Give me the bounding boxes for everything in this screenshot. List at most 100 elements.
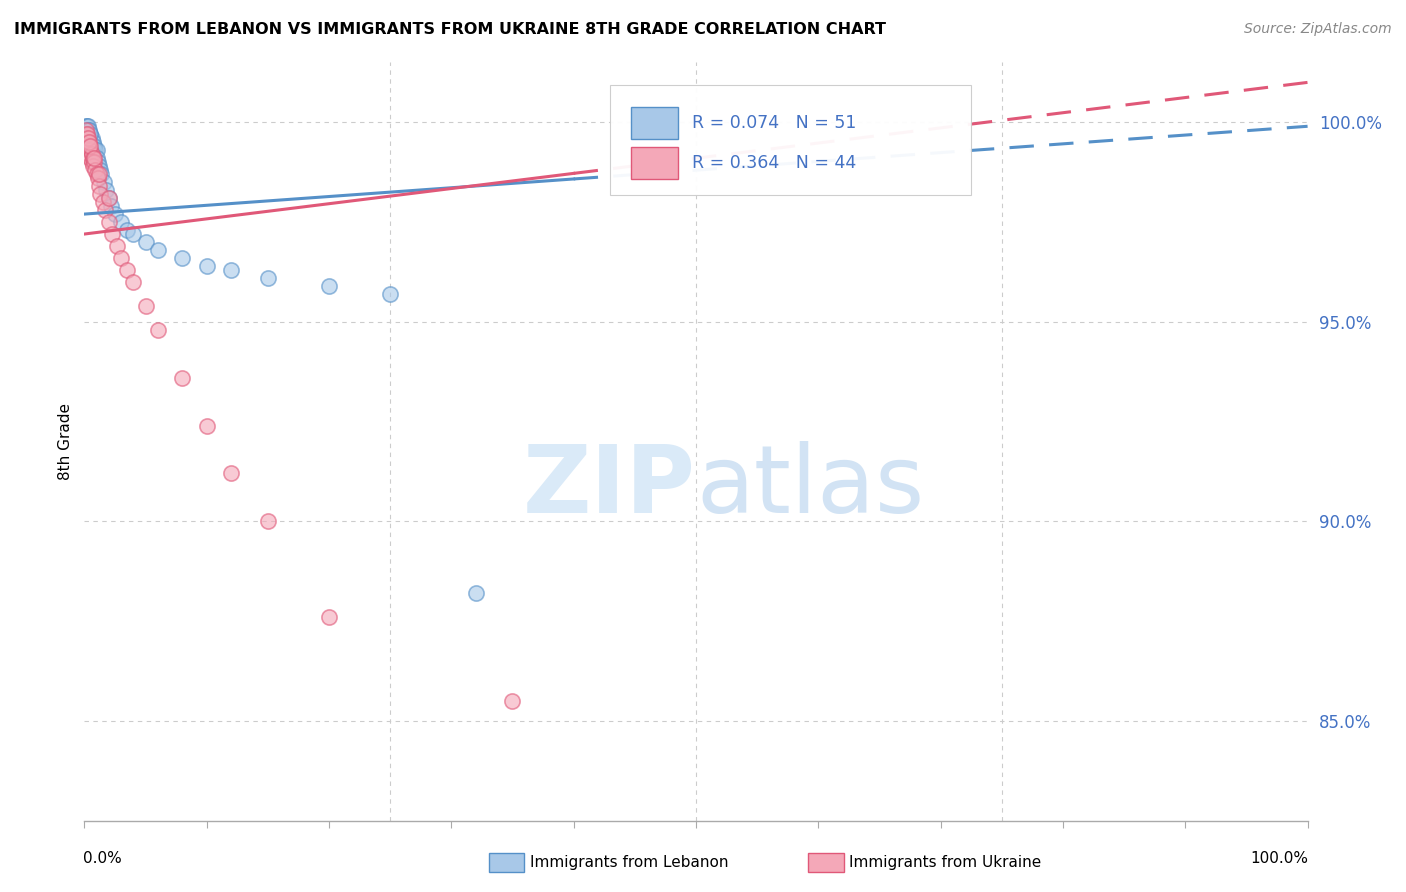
Point (82, 135, 104, 149)
Point (77, 131, 100, 145)
Point (83, 139, 105, 153)
Text: 100.0%: 100.0% (1251, 851, 1309, 866)
Point (77, 139, 100, 153)
Point (75, 123, 97, 137)
Point (94, 203, 117, 218)
Bar (631, 147, 678, 179)
Point (77, 139, 100, 153)
Point (77, 143, 100, 157)
Point (77, 123, 100, 137)
Point (135, 235, 157, 249)
Point (219, 263, 242, 277)
Point (79, 143, 101, 157)
Point (75, 131, 97, 145)
Point (79, 151, 101, 165)
Point (172, 370, 194, 384)
Point (80, 147, 103, 161)
FancyBboxPatch shape (610, 85, 972, 195)
Point (75, 135, 97, 149)
Point (122, 227, 145, 241)
Point (76, 123, 98, 137)
Point (464, 586, 486, 600)
Point (105, 239, 128, 253)
Text: IMMIGRANTS FROM LEBANON VS IMMIGRANTS FROM UKRAINE 8TH GRADE CORRELATION CHART: IMMIGRANTS FROM LEBANON VS IMMIGRANTS FR… (14, 22, 886, 37)
Point (87, 179, 110, 194)
Point (318, 279, 340, 293)
Point (100, 199, 122, 213)
Point (77, 120, 100, 134)
Point (89, 187, 111, 202)
Point (86, 143, 108, 157)
Point (77, 131, 100, 145)
Point (79, 128, 101, 142)
Point (77, 123, 100, 137)
Point (83, 155, 105, 169)
Point (380, 286, 402, 301)
Text: Source: ZipAtlas.com: Source: ZipAtlas.com (1244, 22, 1392, 37)
Point (93, 175, 115, 189)
Text: ZIP: ZIP (523, 441, 696, 533)
Point (219, 467, 242, 481)
Point (80, 155, 103, 169)
Point (195, 259, 218, 273)
Point (82, 151, 104, 165)
Point (87, 155, 110, 169)
Point (104, 207, 127, 221)
Point (76, 135, 98, 149)
Point (257, 514, 280, 528)
Point (76, 139, 98, 153)
Point (76, 128, 98, 142)
Text: Immigrants from Lebanon: Immigrants from Lebanon (530, 855, 728, 870)
Point (86, 151, 108, 165)
Point (318, 610, 340, 624)
Point (77, 123, 100, 137)
Point (79, 128, 101, 142)
Point (87, 167, 110, 181)
Point (135, 299, 157, 313)
Point (122, 275, 145, 289)
Point (75, 128, 97, 142)
Point (257, 271, 280, 285)
Point (80, 139, 103, 153)
Point (97, 191, 120, 205)
Point (80, 131, 103, 145)
Point (96, 183, 118, 197)
Point (97, 215, 120, 229)
Point (89, 163, 111, 178)
Point (79, 135, 101, 149)
Point (115, 223, 138, 237)
Point (77, 131, 100, 145)
Point (77, 135, 100, 149)
Point (146, 323, 169, 337)
Point (75, 123, 97, 137)
Point (86, 167, 108, 181)
Point (146, 243, 169, 257)
Point (79, 139, 101, 153)
Point (101, 227, 124, 241)
Point (84, 163, 107, 178)
Point (77, 135, 100, 149)
Point (195, 418, 218, 433)
Point (502, 694, 524, 708)
Text: 0.0%: 0.0% (83, 851, 122, 866)
Point (87, 171, 110, 186)
Point (110, 251, 132, 265)
Point (91, 195, 114, 210)
Point (77, 128, 100, 142)
Text: atlas: atlas (696, 441, 924, 533)
Point (110, 215, 132, 229)
Point (82, 143, 104, 157)
Point (115, 263, 138, 277)
Point (83, 147, 105, 161)
Point (79, 143, 101, 157)
Point (84, 143, 107, 157)
Point (77, 147, 100, 161)
Point (77, 128, 100, 142)
Bar (631, 107, 678, 139)
Text: Immigrants from Ukraine: Immigrants from Ukraine (849, 855, 1042, 870)
Y-axis label: 8th Grade: 8th Grade (58, 403, 73, 480)
Point (87, 159, 110, 173)
Point (172, 251, 194, 265)
Point (75, 120, 97, 134)
Point (82, 159, 104, 173)
